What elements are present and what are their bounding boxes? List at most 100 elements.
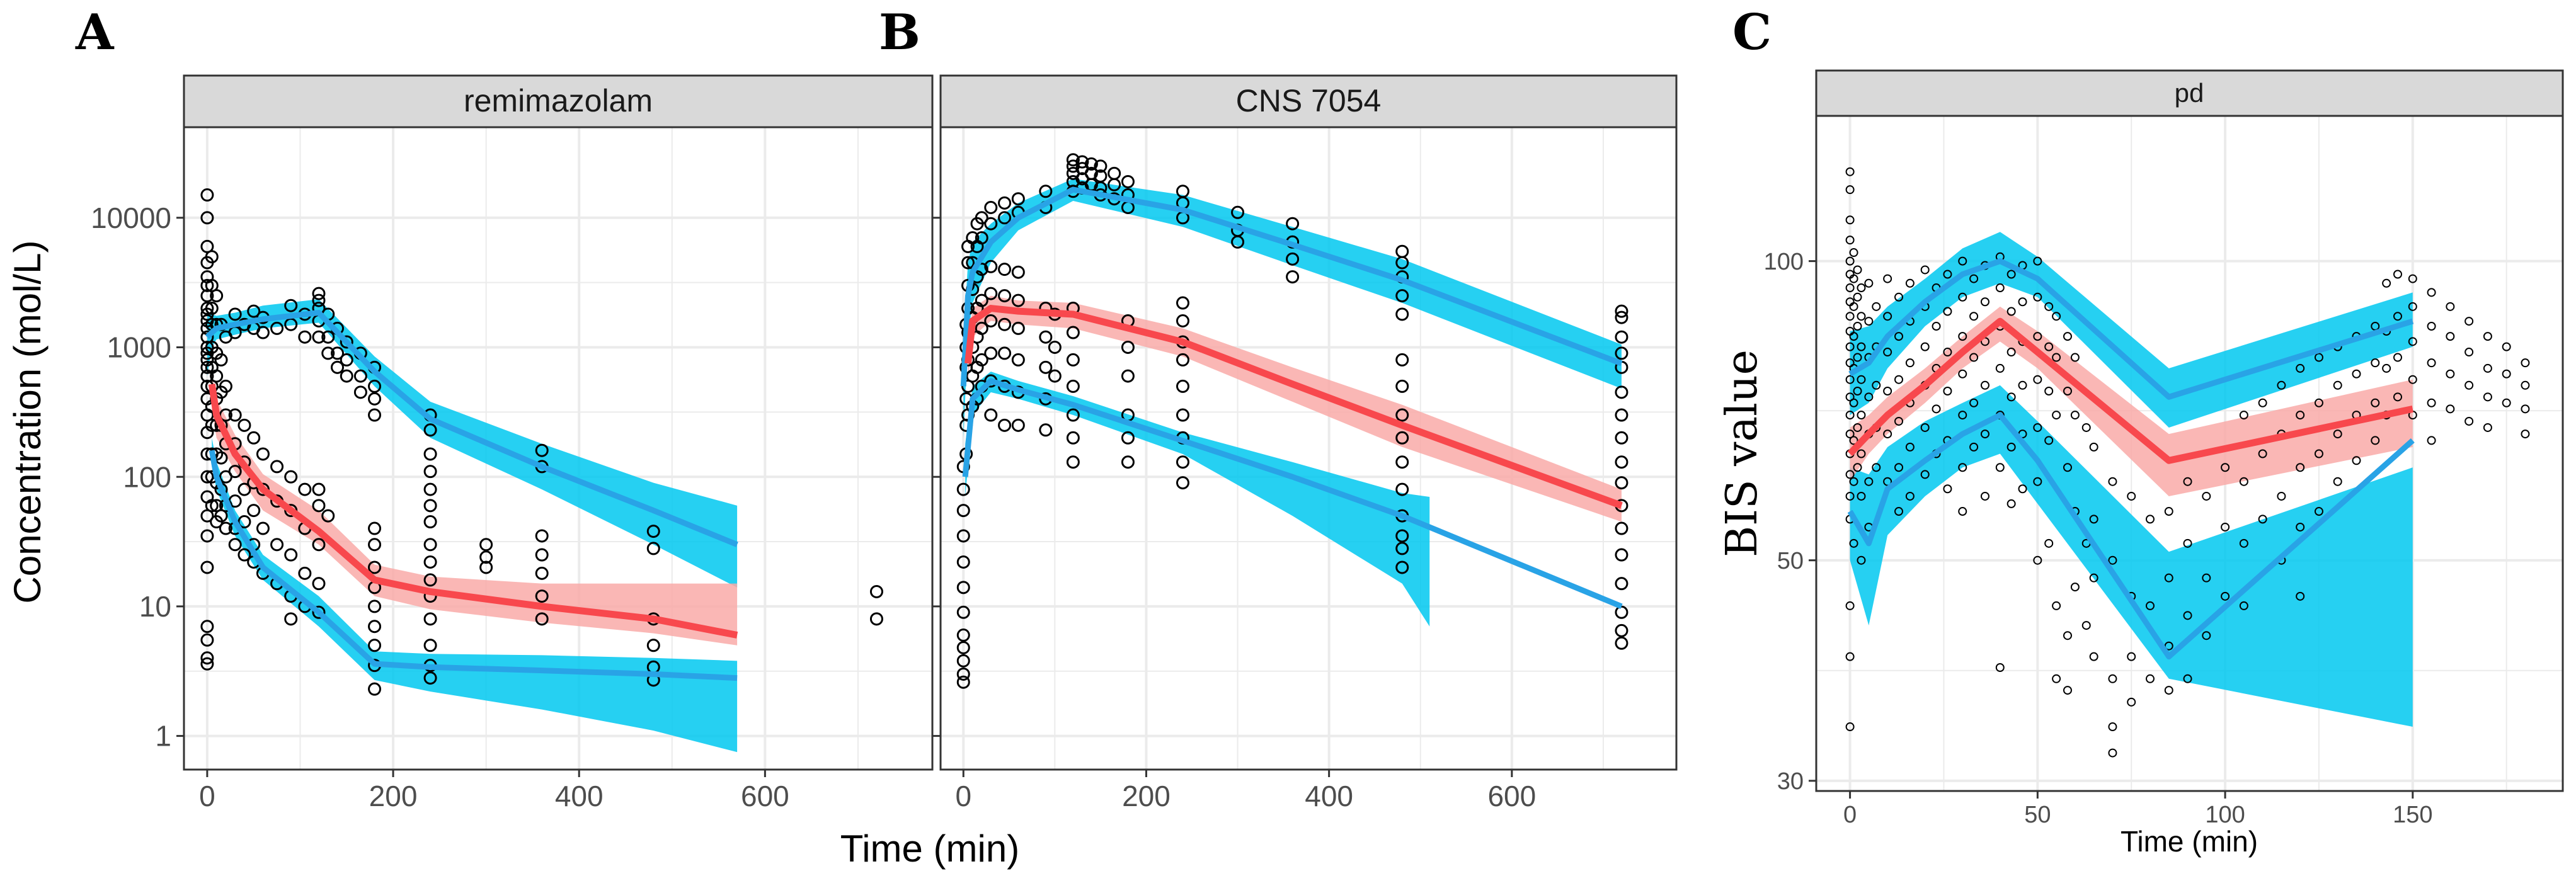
observed-point: [2044, 538, 2054, 548]
observed-point: [998, 211, 1012, 225]
observed-point: [1995, 363, 2005, 373]
observed-point: [2314, 449, 2323, 458]
observed-point: [535, 443, 549, 457]
observed-point: [1039, 360, 1053, 374]
observed-point: [312, 293, 326, 307]
observed-point: [2371, 398, 2380, 407]
observed-point: [1845, 236, 1855, 245]
observed-point: [1943, 484, 1952, 494]
observed-point: [2063, 386, 2072, 395]
observed-point: [1857, 491, 1866, 501]
observed-point: [200, 529, 214, 543]
observed-point: [2483, 392, 2492, 402]
observed-point: [975, 293, 988, 307]
observed-point: [1231, 205, 1245, 219]
observed-point: [368, 560, 382, 574]
observed-point: [1894, 463, 1904, 472]
observed-point: [1845, 375, 1855, 384]
observed-point: [228, 408, 242, 422]
y-tick-label: 100: [1764, 249, 1804, 275]
observed-point: [2063, 463, 2072, 472]
observed-point: [2145, 674, 2155, 683]
observed-point: [1849, 302, 1858, 311]
observed-point: [1845, 167, 1855, 176]
observed-point: [247, 504, 261, 518]
observed-point: [2521, 404, 2530, 414]
observed-point: [535, 529, 549, 543]
observed-point: [1395, 482, 1409, 496]
observed-point: [2239, 538, 2248, 548]
observed-point: [1039, 423, 1053, 437]
observed-point: [1845, 652, 1855, 661]
observed-point: [2314, 507, 2323, 516]
observed-point: [1845, 601, 1855, 610]
observed-point: [1395, 431, 1409, 445]
observed-point: [1920, 423, 1930, 432]
observed-point: [1395, 256, 1409, 270]
observed-point: [1084, 157, 1098, 171]
observed-point: [1845, 185, 1855, 195]
observed-point: [956, 529, 970, 543]
observed-point: [284, 470, 298, 484]
observed-point: [1039, 330, 1053, 344]
observed-point: [956, 605, 970, 619]
observed-point: [1857, 283, 1866, 293]
observed-point: [331, 346, 345, 360]
observed-point: [956, 667, 970, 681]
observed-point: [219, 521, 232, 535]
observed-point: [1872, 380, 1881, 390]
observed-point: [2408, 375, 2417, 384]
observed-point: [998, 263, 1012, 276]
observed-point: [284, 548, 298, 562]
observed-point: [270, 538, 284, 552]
series-b: [956, 153, 1629, 689]
observed-point: [2183, 477, 2192, 486]
observed-point: [321, 330, 335, 344]
observed-point: [2033, 256, 2042, 266]
observed-point: [1066, 408, 1080, 422]
observed-point: [1395, 353, 1409, 367]
observed-point: [2277, 491, 2286, 501]
observed-point: [2006, 499, 2016, 508]
observed-point: [1395, 379, 1409, 393]
observed-point: [1039, 185, 1053, 198]
observed-point: [2502, 342, 2511, 351]
observed-point: [1615, 476, 1629, 490]
observed-point: [1943, 348, 1952, 357]
observed-point: [1864, 317, 1874, 326]
observed-point: [646, 639, 660, 652]
observed-point: [1969, 274, 1979, 283]
observed-point: [2145, 515, 2155, 524]
observed-point: [247, 304, 261, 318]
observed-point: [1395, 560, 1409, 574]
observed-point: [1121, 431, 1135, 445]
observed-point: [1066, 379, 1080, 393]
observed-point: [1615, 521, 1629, 535]
observed-point: [256, 447, 270, 461]
panel-c: pd 0 50 100 150 30 50 100: [1764, 69, 2564, 828]
observed-point: [205, 499, 219, 513]
observed-point: [1980, 491, 1989, 501]
x-axis-title-ab: Time (min): [840, 828, 1019, 870]
observed-point: [984, 217, 998, 230]
observed-point: [423, 639, 437, 652]
y-tick-label: 1000: [107, 331, 171, 364]
observed-point: [2202, 631, 2211, 640]
observed-point: [2018, 484, 2027, 494]
observed-point: [200, 278, 214, 292]
strip-label-c: pd: [2175, 78, 2204, 108]
observed-point: [1849, 398, 1858, 407]
observed-point: [219, 379, 232, 393]
observed-point: [1980, 429, 1989, 439]
observed-point: [1969, 398, 1979, 407]
observed-point: [2221, 463, 2230, 472]
observed-point: [2221, 522, 2230, 532]
observed-point: [2202, 573, 2211, 583]
upper-percentile-band: [963, 178, 1622, 438]
observed-point: [1615, 548, 1629, 562]
observed-point: [1849, 538, 1858, 548]
observed-point: [1883, 386, 1892, 395]
observed-point: [984, 200, 998, 214]
observed-point: [423, 538, 437, 552]
median-band: [1850, 306, 2413, 496]
